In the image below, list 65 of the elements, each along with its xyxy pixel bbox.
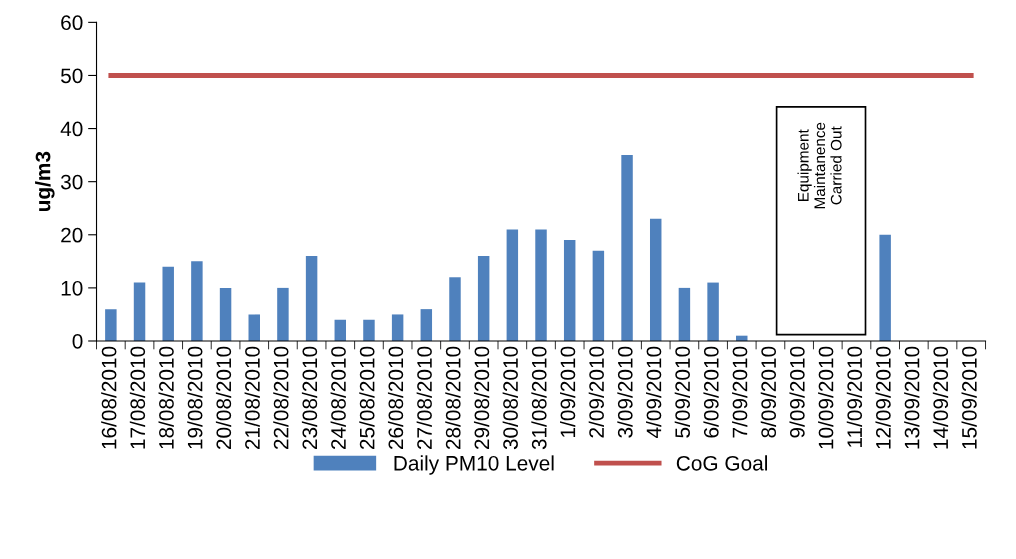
x-tick-label: 23/08/2010 <box>301 346 318 450</box>
bar <box>191 261 203 341</box>
x-tick-label: 13/09/2010 <box>904 346 920 449</box>
bar <box>391 314 404 341</box>
x-tick-label: 11/09/2010 <box>846 346 863 447</box>
bar <box>133 282 146 341</box>
bar <box>563 240 576 341</box>
x-tick-label: 4/09/2010 <box>646 346 662 439</box>
bar <box>879 234 891 341</box>
x-tick-label: 3/09/2010 <box>617 346 633 438</box>
x-tick-label: 2/09/2010 <box>588 346 604 438</box>
x-tick-label: 28/08/2010 <box>445 346 461 450</box>
x-tick-label: 17/08/2010 <box>129 346 146 449</box>
y-tick-label: 60 <box>61 15 83 31</box>
bar <box>477 256 490 341</box>
bar <box>535 229 547 341</box>
bar <box>592 250 605 341</box>
y-tick-label: 30 <box>60 174 83 190</box>
legend-label: Daily PM10 Level <box>394 455 554 475</box>
x-tick-label: 26/08/2010 <box>387 346 404 450</box>
x-tick-label: 31/08/2010 <box>531 346 547 450</box>
y-tick-label: 10 <box>61 280 83 296</box>
x-tick-label: 7/09/2010 <box>732 346 748 438</box>
x-tick-label: 20/08/2010 <box>215 346 232 450</box>
bar <box>105 309 117 341</box>
x-tick-label: 30/08/2010 <box>502 346 518 450</box>
bar <box>363 319 375 341</box>
y-tick-label: 50 <box>60 68 83 84</box>
bar <box>707 282 719 341</box>
bar <box>248 314 260 341</box>
x-tick-label: 10/09/2010 <box>818 346 834 449</box>
x-tick-label: 9/09/2010 <box>789 346 805 438</box>
bar <box>219 287 232 341</box>
x-tick-label: 14/09/2010 <box>932 346 949 449</box>
x-tick-label: 8/09/2010 <box>760 346 777 438</box>
bar <box>506 229 519 341</box>
bar <box>420 309 433 341</box>
y-axis-title: ug/m3 <box>35 151 55 212</box>
bar <box>649 218 662 341</box>
x-tick-label: 24/08/2010 <box>330 346 346 450</box>
bar <box>305 256 318 341</box>
x-tick-label: 22/08/2010 <box>273 346 289 450</box>
x-tick-label: 19/08/2010 <box>187 346 203 449</box>
bar <box>277 287 289 341</box>
x-tick-label: 6/09/2010 <box>703 346 719 438</box>
bar <box>334 319 347 341</box>
x-tick-label: 1/09/2010 <box>559 346 576 437</box>
legend-label: CoG Goal <box>676 455 767 471</box>
x-tick-label: 16/08/2010 <box>101 346 117 449</box>
y-tick-label: 20 <box>61 227 83 243</box>
annotation: Equipment Maintanence Carried Out <box>797 122 842 209</box>
x-tick-label: 18/08/2010 <box>158 346 174 449</box>
x-tick-label: 21/08/2010 <box>244 346 260 450</box>
y-tick-label: 40 <box>60 121 83 137</box>
x-tick-label: 12/09/2010 <box>875 346 891 449</box>
x-tick-label: 27/08/2010 <box>416 346 432 450</box>
bar <box>678 287 691 341</box>
x-tick-label: 15/09/2010 <box>961 346 977 449</box>
x-tick-label: 25/08/2010 <box>359 346 375 450</box>
bar <box>449 277 461 341</box>
x-tick-label: 29/08/2010 <box>473 346 490 450</box>
y-tick-label: 0 <box>72 333 83 349</box>
x-tick-label: 5/09/2010 <box>674 346 690 438</box>
bar <box>162 266 174 341</box>
bar <box>621 155 633 341</box>
